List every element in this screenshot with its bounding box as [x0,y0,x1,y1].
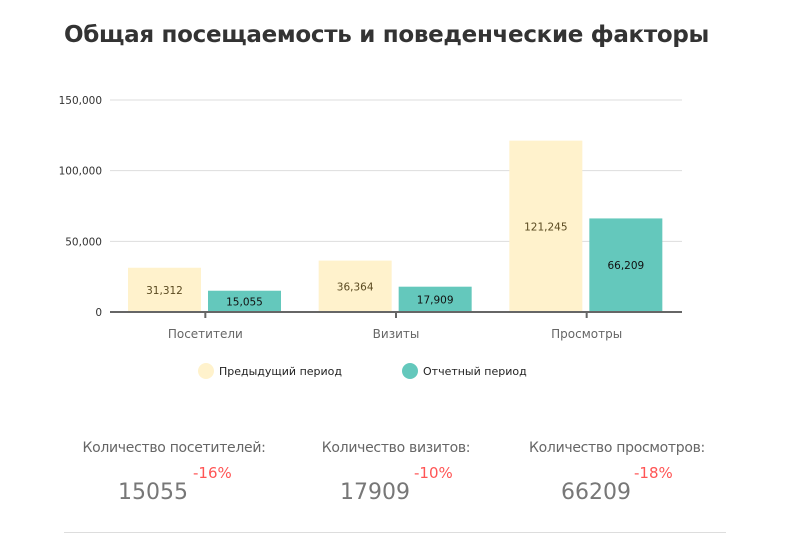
data-label: 31,312 [146,285,183,297]
stat-change: -10% [414,464,453,482]
bar-previous [128,267,201,312]
y-tick-label: 150,000 [59,95,102,107]
x-tick-label: Просмотры [551,327,622,341]
page-title: Общая посещаемость и поведенческие факто… [64,22,710,48]
y-tick-label: 50,000 [65,236,102,248]
stat-value: 66209 [561,480,631,505]
bar-chart: 0 50,000 100,000 150,000 31,312 15,055 Посетит… [59,95,682,379]
x-tick-label: Посетители [168,327,243,341]
bar-previous [509,140,583,312]
stat-label: Количество просмотров: [529,440,705,456]
bar-current [398,286,472,312]
stat-visitors: Количество посетителей: 15055 -16% [64,440,284,505]
data-label: 17,909 [417,294,454,306]
divider [64,532,726,533]
stat-label: Количество посетителей: [82,440,266,456]
stat-change: -18% [634,464,673,482]
legend-label: Предыдущий период [219,365,342,378]
legend-swatch [402,363,418,379]
stat-visits: Количество визитов: 17909 -10% [286,440,506,505]
bar-current [589,218,663,312]
legend-swatch [198,363,214,379]
bar-previous [318,260,392,312]
stat-change: -16% [193,464,232,482]
y-tick-label: 100,000 [59,166,102,178]
legend-label: Отчетный период [423,365,527,378]
data-label: 66,209 [607,260,644,272]
stat-label: Количество визитов: [321,440,471,456]
y-tick-label: 0 [95,307,102,319]
bar-current [208,290,281,312]
data-label: 36,364 [337,281,374,293]
x-tick-label: Визиты [373,327,420,341]
data-label: 121,245 [524,221,567,233]
stat-pageviews: Количество просмотров: 66209 -18% [507,440,727,505]
data-label: 15,055 [226,296,263,308]
stat-value: 17909 [340,480,410,505]
stat-value: 15055 [118,480,188,505]
